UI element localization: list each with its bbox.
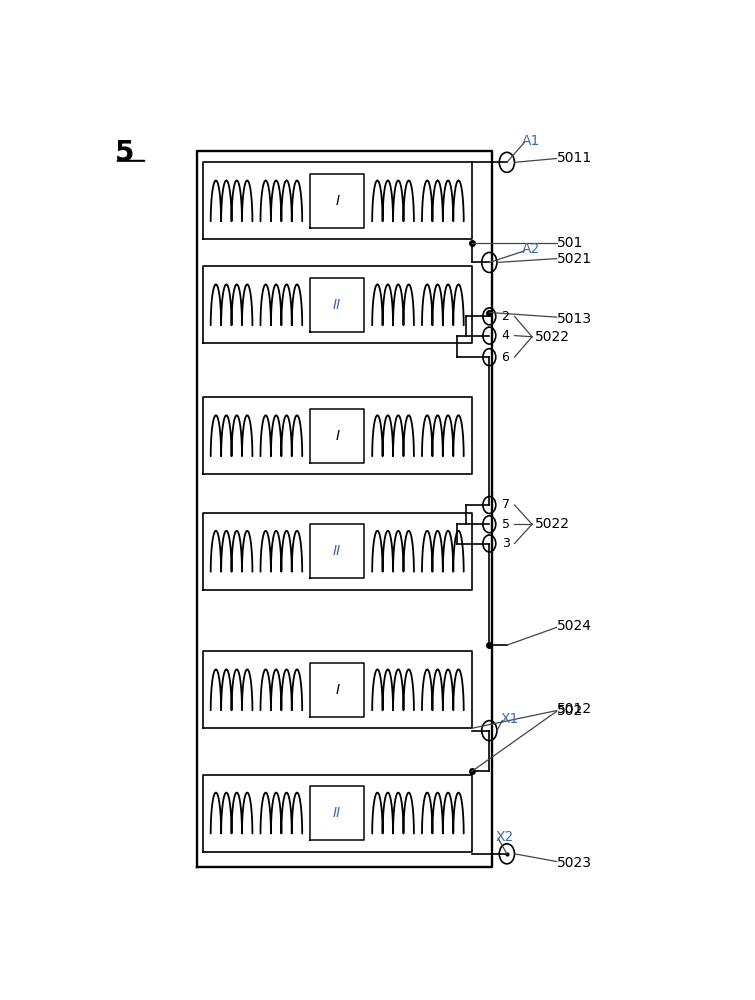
Text: A2: A2 bbox=[522, 242, 540, 256]
Text: 5024: 5024 bbox=[556, 619, 592, 633]
Text: II: II bbox=[333, 544, 341, 558]
Text: 5012: 5012 bbox=[556, 702, 592, 716]
Text: 5022: 5022 bbox=[535, 330, 570, 344]
Text: 5023: 5023 bbox=[556, 856, 592, 870]
Text: 3: 3 bbox=[501, 537, 510, 550]
Text: 501: 501 bbox=[556, 236, 583, 250]
Text: 502: 502 bbox=[556, 704, 583, 718]
Text: A1: A1 bbox=[522, 134, 540, 148]
Text: I: I bbox=[335, 429, 339, 443]
Text: 5021: 5021 bbox=[556, 252, 592, 266]
Text: 5011: 5011 bbox=[556, 151, 592, 165]
Text: 5: 5 bbox=[115, 139, 134, 167]
Text: 5022: 5022 bbox=[535, 517, 570, 531]
Text: 7: 7 bbox=[501, 498, 510, 512]
Text: II: II bbox=[333, 806, 341, 820]
Text: X2: X2 bbox=[495, 830, 513, 844]
Text: 6: 6 bbox=[501, 351, 510, 364]
Text: I: I bbox=[335, 194, 339, 208]
Text: 4: 4 bbox=[501, 329, 510, 342]
Text: II: II bbox=[333, 298, 341, 312]
Text: 5013: 5013 bbox=[556, 312, 592, 326]
Text: 5: 5 bbox=[501, 518, 510, 531]
Text: I: I bbox=[335, 683, 339, 697]
Text: 2: 2 bbox=[501, 310, 510, 323]
Text: X1: X1 bbox=[501, 712, 519, 726]
